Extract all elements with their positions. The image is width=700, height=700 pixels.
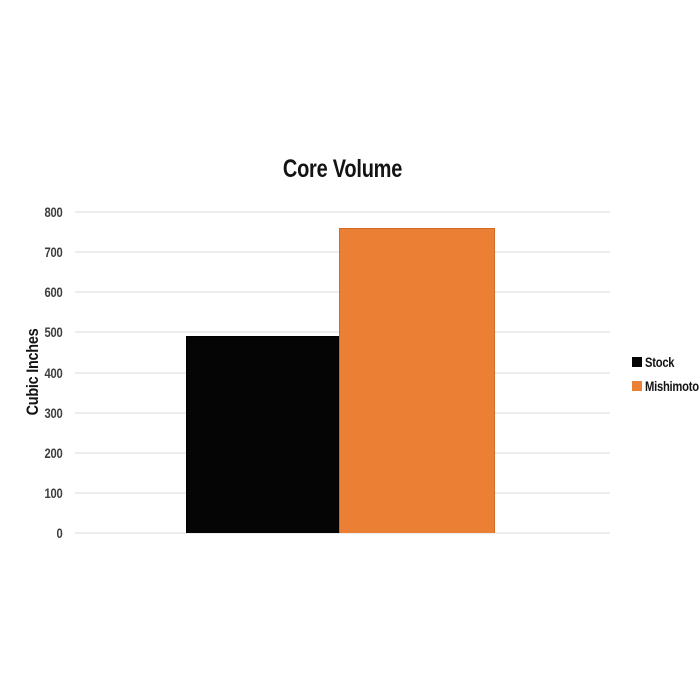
plot-area [75, 211, 610, 534]
y-tick-label-300: 300 [44, 404, 62, 421]
legend-label-stock: Stock [645, 354, 675, 370]
legend-label-mishimoto: Mishimoto [645, 378, 699, 394]
y-tick-label-400: 400 [44, 364, 62, 381]
legend-item-mishimoto: Mishimoto [632, 374, 700, 398]
y-tick-label-800: 800 [44, 204, 62, 220]
legend-item-stock: Stock [632, 350, 700, 374]
bar-mishimoto [339, 228, 495, 533]
legend: Stock Mishimoto [632, 350, 700, 398]
y-tick-label-0: 0 [56, 525, 62, 541]
chart-title: Core Volume [282, 155, 403, 183]
legend-swatch-stock [632, 357, 642, 367]
y-tick-label-600: 600 [44, 284, 62, 301]
legend-swatch-mishimoto [632, 381, 642, 391]
y-tick-labels: 0 100 200 300 400 500 600 700 800 [0, 204, 68, 541]
y-tick-label-500: 500 [44, 324, 62, 341]
y-tick-label-700: 700 [44, 244, 62, 261]
y-tick-label-200: 200 [44, 444, 62, 461]
gridline-0 [75, 532, 610, 534]
bar-stock [186, 336, 339, 533]
gridline-800 [75, 211, 610, 213]
y-tick-label-100: 100 [44, 484, 62, 501]
